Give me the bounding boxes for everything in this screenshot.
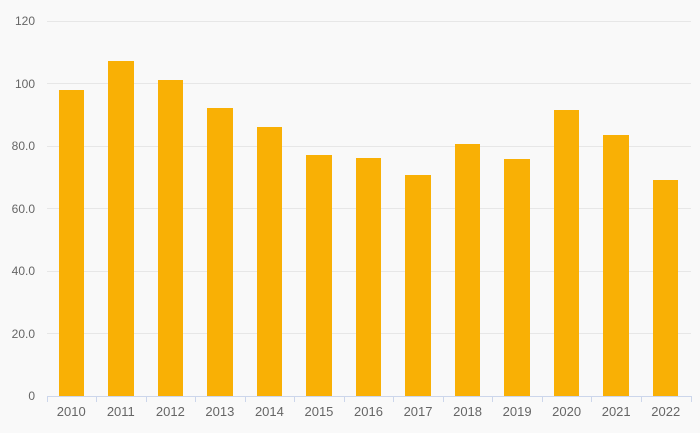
y-gridline: [46, 145, 691, 147]
x-axis-tick-label: 2016: [354, 404, 383, 419]
y-axis-tick-label: 20.0: [11, 326, 35, 341]
x-axis-tick: [690, 396, 692, 402]
y-axis-tick-label: 40.0: [11, 264, 35, 278]
x-axis-tick-label: 2012: [155, 404, 185, 419]
x-axis-tick: [492, 396, 494, 402]
x-axis-tick-label: 2011: [106, 404, 135, 419]
x-axis-tick: [46, 396, 48, 402]
bar-2016[interactable]: [355, 157, 382, 396]
x-axis-tick: [591, 396, 593, 402]
bar-2015[interactable]: [306, 155, 332, 396]
x-axis-line: [46, 396, 691, 397]
x-axis-tick: [294, 396, 296, 402]
x-axis-tick: [244, 396, 246, 402]
y-axis-tick-label: 120: [14, 14, 35, 28]
bar-2014[interactable]: [256, 126, 283, 396]
x-axis-tick-label: 2014: [254, 404, 284, 419]
x-axis-tick: [640, 396, 642, 402]
x-axis-tick-label: 2017: [403, 404, 433, 419]
x-axis-tick-label: 2019: [502, 404, 532, 419]
x-axis-tick: [195, 396, 197, 402]
x-axis-tick: [393, 396, 395, 402]
x-axis-tick-label: 2022: [651, 404, 681, 419]
y-axis-tick-label: 80.0: [11, 139, 35, 153]
x-axis-tick: [343, 396, 345, 402]
x-axis-tick: [541, 396, 543, 402]
x-axis-tick-label: 2020: [552, 404, 582, 419]
x-axis-tick-label: 2021: [601, 404, 631, 419]
y-gridline: [46, 83, 691, 84]
bar-2021[interactable]: [603, 134, 629, 396]
y-axis-tick-label: 100: [14, 76, 35, 91]
bar-2011[interactable]: [108, 61, 134, 396]
x-axis-tick: [145, 396, 147, 402]
bar-2013[interactable]: [207, 107, 233, 396]
bar-2020[interactable]: [553, 110, 580, 396]
y-gridline: [46, 20, 691, 22]
x-axis-tick: [96, 396, 98, 402]
x-axis-tick: [442, 396, 444, 402]
bar-2017[interactable]: [405, 175, 431, 396]
bar-2010[interactable]: [58, 89, 85, 396]
x-axis-tick-label: 2018: [453, 404, 483, 419]
x-axis-tick-label: 2013: [205, 404, 235, 419]
bar-2022[interactable]: [652, 179, 679, 396]
bar-2012[interactable]: [157, 80, 184, 396]
bar-2019[interactable]: [504, 158, 530, 396]
x-axis-tick-label: 2015: [304, 404, 334, 419]
y-axis-tick-label: 60.0: [11, 201, 35, 216]
bar-2018[interactable]: [454, 143, 481, 396]
x-axis-tick-label: 2010: [56, 404, 86, 419]
y-axis-tick-label: 0: [28, 389, 35, 403]
